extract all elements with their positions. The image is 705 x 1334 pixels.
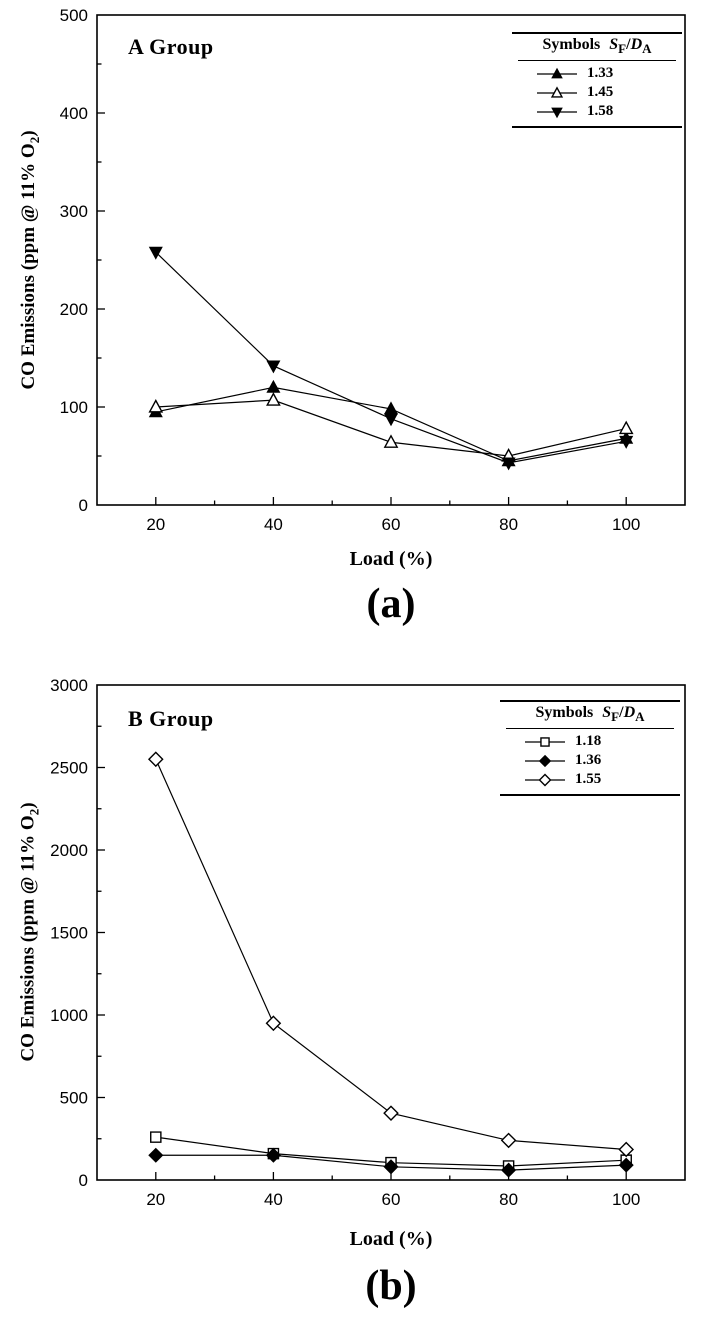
x-axis-label-b: Load (%) <box>349 1228 433 1250</box>
legend-marker-diamond-open <box>525 773 565 787</box>
legend-marker-square-open <box>525 736 565 747</box>
svg-text:100: 100 <box>612 1190 640 1209</box>
legend-marker-triangle-up-open <box>537 86 577 98</box>
legend-header: Symbols SF/DA <box>518 36 676 62</box>
svg-text:100: 100 <box>612 515 640 534</box>
legend-entry-label: 1.36 <box>575 752 602 769</box>
svg-text:60: 60 <box>382 515 401 534</box>
legend-entry-label: 1.33 <box>587 65 614 82</box>
svg-text:500: 500 <box>60 1089 88 1108</box>
y-axis-label-b: CO Emissions (ppm @ 11% O2) <box>18 685 44 1180</box>
svg-text:2000: 2000 <box>50 841 88 860</box>
legend-entry-label: 1.18 <box>575 733 602 750</box>
y-axis-label-end: ) <box>17 802 39 809</box>
x-axis-label-a: Load (%) <box>349 548 433 570</box>
y-axis-label-subscript: 2 <box>26 808 42 816</box>
legend-entry-label: 1.45 <box>587 84 614 101</box>
plot-area-b: 0 500 1000 1500 2000 2500 3000 20 40 60 80 100 <box>50 676 686 1209</box>
legend-header: Symbols SF/DA <box>506 704 674 730</box>
legend-symbols-label: Symbols <box>535 704 594 721</box>
svg-text:0: 0 <box>79 1171 88 1190</box>
svg-text:300: 300 <box>60 202 88 221</box>
legend-entries: 1.18 1.36 1.55 <box>506 729 674 789</box>
legend-ratio-label: SF/DA <box>609 36 652 57</box>
y-axis-label-subscript: 2 <box>26 136 42 144</box>
legend-entry: 1.33 <box>518 64 676 83</box>
subfigure-caption-b: (b) <box>365 1263 417 1309</box>
svg-text:40: 40 <box>264 515 283 534</box>
chart-a-title: A Group <box>128 34 214 59</box>
svg-text:80: 80 <box>499 1190 518 1209</box>
y-axis-label-text: CO Emissions (ppm @ 11% O <box>17 815 39 1062</box>
svg-text:60: 60 <box>382 1190 401 1209</box>
svg-text:100: 100 <box>60 398 88 417</box>
y-axis-label-end: ) <box>18 130 39 137</box>
legend-entry: 1.18 <box>506 732 674 751</box>
legend-entries: 1.33 1.45 1.58 <box>518 61 676 121</box>
chart-b-block: 0 500 1000 1500 2000 2500 3000 20 40 60 80 100 B Gr… <box>0 660 705 1334</box>
svg-text:0: 0 <box>79 496 88 515</box>
svg-text:80: 80 <box>499 515 518 534</box>
legend-a: Symbols SF/DA 1.33 1.45 1.58 <box>512 32 682 129</box>
svg-text:1500: 1500 <box>50 924 88 943</box>
subfigure-caption-a: (a) <box>366 581 416 627</box>
svg-text:400: 400 <box>60 104 88 123</box>
svg-text:500: 500 <box>60 6 88 25</box>
y-axis-label-a: CO Emissions (ppm @ 11% O2) <box>18 15 44 505</box>
legend-entry-label: 1.58 <box>587 103 614 120</box>
svg-text:20: 20 <box>146 515 165 534</box>
svg-text:20: 20 <box>146 1190 165 1209</box>
legend-b: Symbols SF/DA 1.18 1.36 1.55 <box>500 700 680 797</box>
legend-marker-triangle-down-filled <box>537 107 577 118</box>
chart-b-title: B Group <box>128 706 214 731</box>
plot-area-a: 0 100 200 300 400 500 20 40 60 80 100 <box>60 6 686 534</box>
legend-ratio-label: SF/DA <box>602 704 645 725</box>
svg-text:1000: 1000 <box>50 1006 88 1025</box>
legend-entry: 1.36 <box>506 751 674 770</box>
legend-symbols-label: Symbols <box>542 36 601 53</box>
svg-text:3000: 3000 <box>50 676 88 695</box>
svg-text:40: 40 <box>264 1190 283 1209</box>
legend-entry: 1.55 <box>506 770 674 789</box>
svg-text:200: 200 <box>60 300 88 319</box>
legend-entry-label: 1.55 <box>575 771 602 788</box>
y-axis-label-text: CO Emissions (ppm @ 11% O <box>18 143 39 390</box>
legend-entry: 1.45 <box>518 83 676 102</box>
svg-text:2500: 2500 <box>50 759 88 778</box>
chart-a-block: 0 100 200 300 400 500 20 40 60 80 100 A Group CO E… <box>0 0 705 655</box>
legend-entry: 1.58 <box>518 102 676 121</box>
legend-marker-diamond-filled <box>525 754 565 767</box>
legend-marker-triangle-up-filled <box>537 67 577 79</box>
